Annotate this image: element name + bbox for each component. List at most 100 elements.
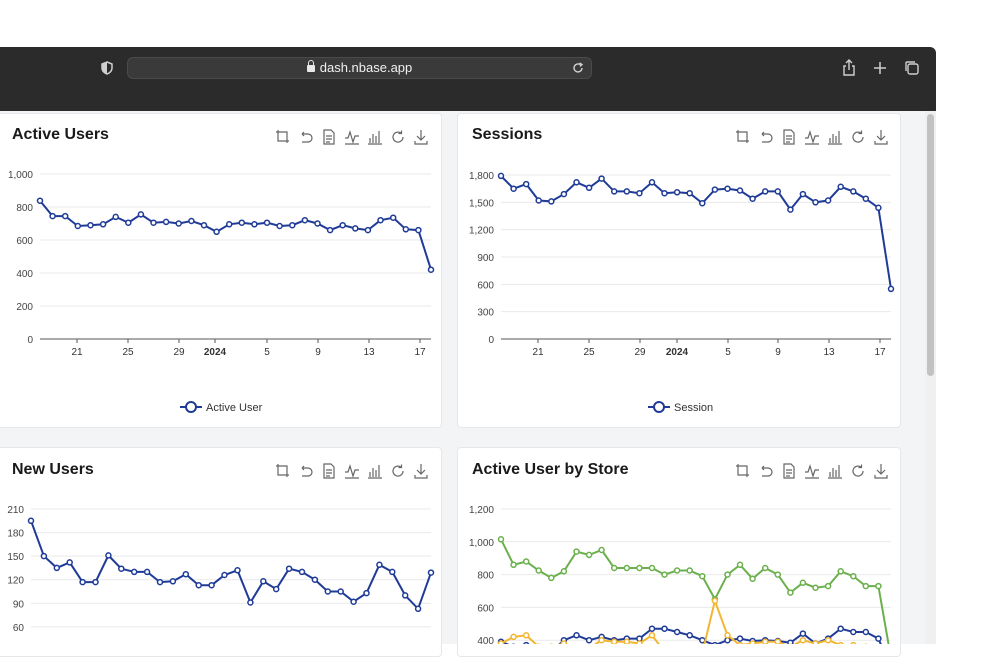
data-point[interactable] bbox=[636, 189, 643, 197]
restore-icon[interactable] bbox=[850, 463, 866, 479]
data-point[interactable] bbox=[824, 197, 832, 204]
data-point[interactable] bbox=[560, 568, 568, 575]
line-chart-icon[interactable] bbox=[804, 463, 820, 479]
data-point[interactable] bbox=[787, 589, 794, 596]
data-point[interactable] bbox=[661, 571, 668, 578]
data-point[interactable] bbox=[389, 214, 397, 221]
data-point[interactable] bbox=[761, 638, 769, 644]
data-point[interactable] bbox=[298, 568, 306, 576]
data-point[interactable] bbox=[92, 578, 99, 586]
data-point[interactable] bbox=[79, 578, 86, 586]
data-point[interactable] bbox=[251, 221, 258, 228]
data-point[interactable] bbox=[736, 635, 744, 642]
share-icon[interactable] bbox=[840, 59, 858, 77]
data-point[interactable] bbox=[339, 221, 346, 229]
data-point[interactable] bbox=[377, 216, 384, 224]
bar-chart-icon[interactable] bbox=[367, 129, 383, 145]
data-point[interactable] bbox=[799, 579, 807, 587]
data-point[interactable] bbox=[182, 570, 190, 578]
data-point[interactable] bbox=[699, 199, 706, 207]
data-point[interactable] bbox=[875, 204, 882, 212]
data-point[interactable] bbox=[573, 548, 580, 555]
bar-chart-icon[interactable] bbox=[367, 463, 383, 479]
data-point[interactable] bbox=[137, 211, 145, 218]
line-chart-icon[interactable] bbox=[804, 129, 820, 145]
data-point[interactable] bbox=[812, 584, 819, 591]
data-point[interactable] bbox=[875, 582, 882, 590]
data-view-icon[interactable] bbox=[781, 463, 797, 479]
data-point[interactable] bbox=[364, 226, 372, 234]
data-point[interactable] bbox=[112, 213, 119, 221]
data-point[interactable] bbox=[837, 625, 844, 632]
data-point[interactable] bbox=[427, 569, 435, 576]
data-point[interactable] bbox=[510, 633, 517, 641]
crop-icon[interactable] bbox=[275, 129, 291, 145]
data-point[interactable] bbox=[850, 572, 857, 580]
restore-icon[interactable] bbox=[390, 463, 406, 479]
data-point[interactable] bbox=[415, 226, 422, 234]
data-point[interactable] bbox=[208, 581, 215, 589]
data-point[interactable] bbox=[623, 188, 631, 195]
scrollbar-thumb[interactable] bbox=[927, 114, 934, 376]
data-point[interactable] bbox=[598, 175, 605, 182]
line-chart-icon[interactable] bbox=[344, 129, 360, 145]
data-point[interactable] bbox=[875, 635, 882, 642]
data-point[interactable] bbox=[105, 552, 112, 559]
data-point[interactable] bbox=[661, 189, 668, 197]
undo-icon[interactable] bbox=[298, 463, 314, 479]
data-point[interactable] bbox=[195, 581, 202, 589]
data-point[interactable] bbox=[497, 536, 505, 543]
data-point[interactable] bbox=[225, 221, 233, 228]
data-point[interactable] bbox=[99, 221, 107, 228]
line-chart-icon[interactable] bbox=[344, 463, 360, 479]
data-point[interactable] bbox=[799, 630, 807, 637]
data-point[interactable] bbox=[74, 222, 82, 230]
undo-icon[interactable] bbox=[298, 129, 314, 145]
data-point[interactable] bbox=[162, 218, 170, 226]
data-view-icon[interactable] bbox=[781, 129, 797, 145]
data-point[interactable] bbox=[337, 588, 344, 595]
legend-active-user[interactable]: Active User bbox=[180, 401, 263, 414]
data-point[interactable] bbox=[188, 217, 195, 225]
data-point[interactable] bbox=[774, 638, 782, 644]
data-point[interactable] bbox=[636, 564, 643, 572]
data-point[interactable] bbox=[376, 561, 383, 569]
data-point[interactable] bbox=[648, 564, 656, 572]
data-point[interactable] bbox=[169, 578, 177, 585]
data-point[interactable] bbox=[221, 571, 228, 579]
data-point[interactable] bbox=[263, 219, 271, 226]
data-point[interactable] bbox=[598, 546, 605, 554]
data-point[interactable] bbox=[724, 185, 731, 192]
data-point[interactable] bbox=[648, 179, 656, 186]
data-point[interactable] bbox=[522, 632, 530, 639]
data-point[interactable] bbox=[573, 632, 580, 639]
restore-icon[interactable] bbox=[850, 129, 866, 145]
data-point[interactable] bbox=[560, 190, 568, 198]
data-point[interactable] bbox=[535, 197, 542, 204]
data-point[interactable] bbox=[311, 576, 319, 583]
data-point[interactable] bbox=[40, 552, 48, 560]
data-point[interactable] bbox=[427, 266, 435, 273]
data-point[interactable] bbox=[61, 212, 69, 220]
data-point[interactable] bbox=[724, 571, 731, 578]
data-point[interactable] bbox=[314, 220, 321, 227]
data-point[interactable] bbox=[774, 571, 782, 578]
data-point[interactable] bbox=[837, 568, 844, 575]
data-point[interactable] bbox=[285, 565, 293, 572]
data-point[interactable] bbox=[510, 561, 517, 569]
data-point[interactable] bbox=[610, 564, 618, 572]
data-point[interactable] bbox=[673, 567, 681, 574]
data-point[interactable] bbox=[837, 183, 844, 191]
data-point[interactable] bbox=[66, 559, 73, 566]
data-point[interactable] bbox=[585, 184, 593, 192]
data-view-icon[interactable] bbox=[321, 129, 337, 145]
data-point[interactable] bbox=[118, 565, 125, 572]
data-point[interactable] bbox=[260, 578, 267, 585]
data-point[interactable] bbox=[610, 638, 618, 644]
data-point[interactable] bbox=[724, 632, 731, 639]
data-point[interactable] bbox=[522, 558, 530, 565]
shield-icon[interactable] bbox=[100, 61, 114, 75]
data-point[interactable] bbox=[156, 578, 164, 586]
bar-chart-icon[interactable] bbox=[827, 129, 843, 145]
data-point[interactable] bbox=[736, 187, 744, 194]
